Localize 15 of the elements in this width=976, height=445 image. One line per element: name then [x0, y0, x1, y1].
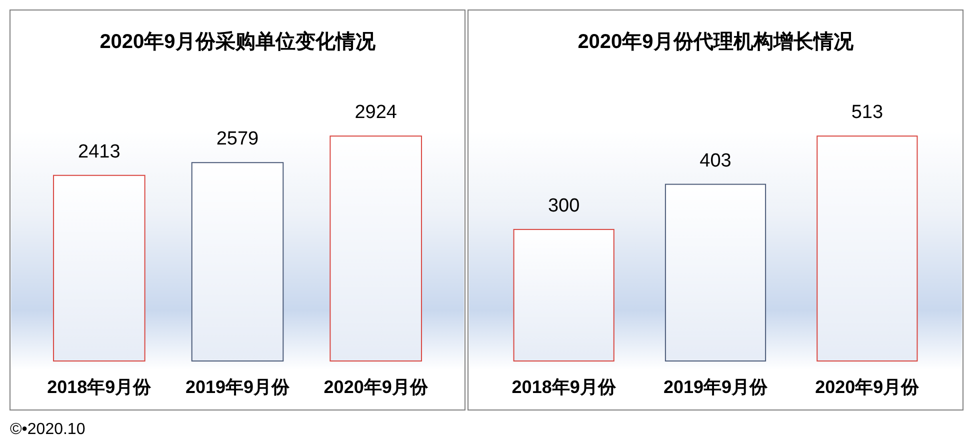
data-label: 2924: [354, 102, 398, 124]
x-tick-label: 2019年9月份: [663, 377, 769, 397]
x-tick-label: 2018年9月份: [47, 377, 152, 397]
chart-title: 2020年9月份代理机构增长情况: [578, 31, 854, 53]
data-label: 2413: [78, 141, 120, 162]
data-label: 300: [548, 195, 580, 216]
x-tick-label: 2019年9月份: [185, 377, 291, 397]
x-tick-label: 2020年9月份: [324, 377, 429, 397]
x-tick-label: 2018年9月份: [512, 377, 617, 397]
data-label: 513: [851, 102, 884, 124]
x-tick-label: 2020年9月份: [815, 377, 920, 397]
data-label: 2579: [216, 128, 259, 150]
chart-title: 2020年9月份采购单位变化情况: [100, 30, 376, 53]
text: ©•2020.10: [10, 421, 86, 438]
data-label: 403: [700, 150, 732, 172]
